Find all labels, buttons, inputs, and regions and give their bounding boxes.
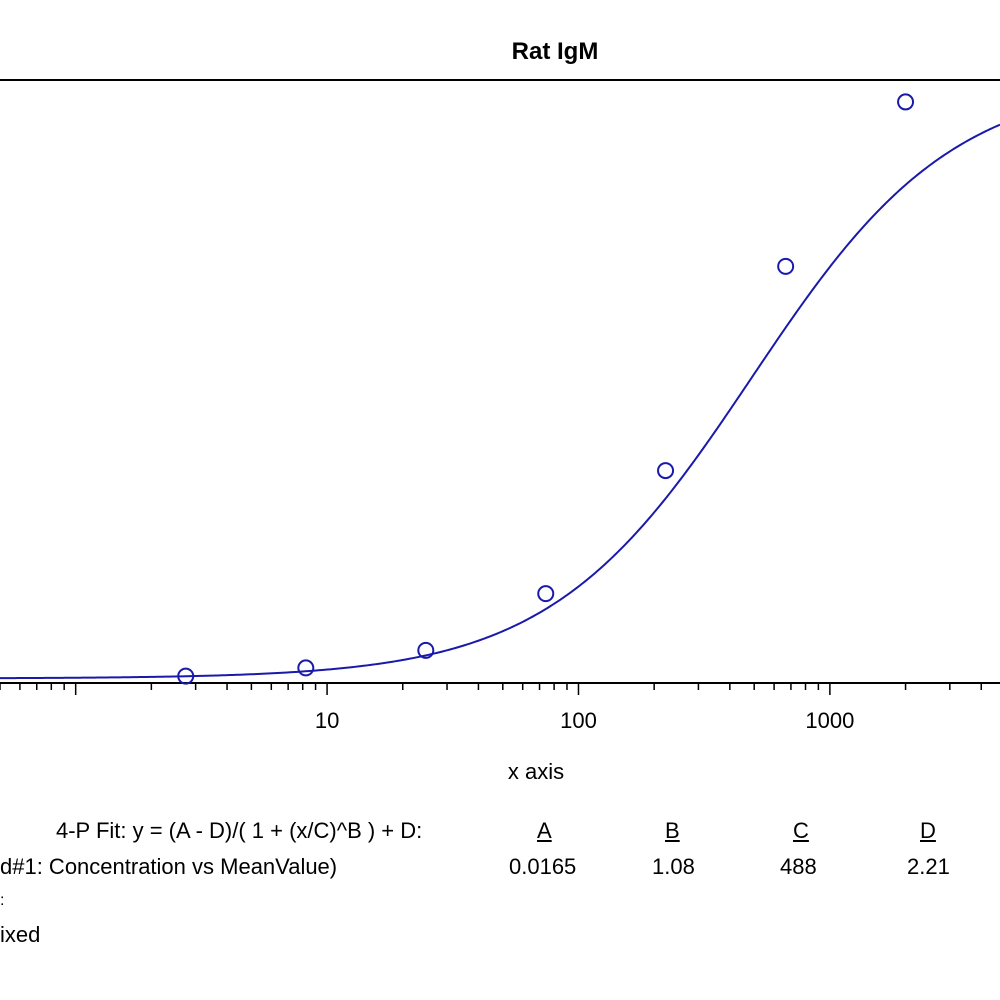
fit-parameters-panel: 4-P Fit: y = (A - D)/( 1 + (x/C)^B ) + D… <box>0 810 1000 960</box>
x-tick-label-10: 10 <box>315 708 339 733</box>
note-line-1: : <box>0 892 5 909</box>
x-axis-ticks <box>0 683 982 695</box>
fit-curve <box>0 123 1000 680</box>
x-tick-label-100: 100 <box>560 708 597 733</box>
data-point-5 <box>777 257 795 275</box>
note-line-2: ixed <box>0 922 41 947</box>
data-point-6 <box>897 93 915 111</box>
param-value-b: 1.08 <box>652 854 695 879</box>
data-point-2 <box>417 641 435 659</box>
data-point-3 <box>537 585 555 603</box>
dataset-label: d#1: Concentration vs MeanValue) <box>0 854 338 879</box>
chart-title: Rat IgM <box>512 38 599 65</box>
fit-equation: 4-P Fit: y = (A - D)/( 1 + (x/C)^B ) + D… <box>56 818 423 843</box>
x-tick-label-1000: 1000 <box>805 708 854 733</box>
x-axis-label: x axis <box>508 759 564 784</box>
param-header-c: C <box>793 818 809 843</box>
param-header-b: B <box>665 818 680 843</box>
param-value-a: 0.0165 <box>509 854 577 879</box>
param-value-d: 2.21 <box>907 854 950 879</box>
param-value-c: 488 <box>780 854 817 879</box>
data-point-0 <box>177 667 195 685</box>
data-point-1 <box>297 659 315 677</box>
data-points <box>177 93 915 685</box>
param-header-d: D <box>920 818 936 843</box>
param-header-a: A <box>537 818 552 843</box>
data-point-4 <box>657 462 675 480</box>
